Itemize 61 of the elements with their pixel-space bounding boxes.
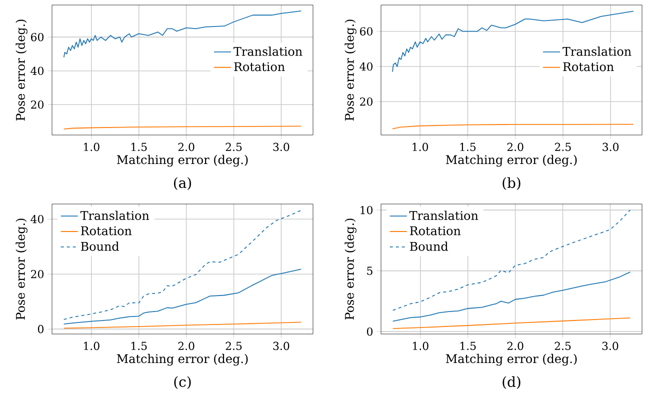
y-tick-label: 0 [366, 327, 372, 336]
x-tick-label: 2.5 [226, 342, 242, 350]
legend-label: Translation [234, 46, 302, 56]
x-tick-label: 3.0 [273, 342, 290, 350]
legend-label: Rotation [410, 226, 461, 236]
y-tick-label: 10 [360, 206, 372, 214]
y-tick-label: 0 [38, 324, 44, 334]
line-series [63, 210, 302, 320]
line-series [63, 268, 302, 325]
x-tick-label: 2.0 [507, 342, 524, 350]
x-tick-label: 1.0 [413, 342, 428, 350]
x-tick-label: 1.5 [460, 142, 476, 152]
y-tick-label: 40 [30, 214, 44, 224]
legend-label: Translation [409, 210, 478, 220]
x-tick-label: 1.0 [412, 142, 428, 152]
y-axis-title: Pose error (deg.) [344, 20, 356, 121]
y-tick-label: 20 [360, 97, 372, 106]
x-tick-label: 3.0 [273, 142, 290, 152]
y-tick-label: 20 [31, 270, 44, 278]
y-tick-label: 5 [367, 266, 372, 275]
y-axis-title: Pose error (deg.) [16, 218, 28, 320]
x-tick-label: 1.5 [460, 342, 476, 350]
legend-label: Bound [410, 242, 448, 251]
line-series [63, 10, 302, 58]
x-tick-label: 2.0 [178, 342, 194, 350]
x-axis-title: Matching error (deg.) [116, 354, 248, 366]
line-series [392, 272, 631, 322]
x-tick-label: 2.0 [178, 142, 194, 152]
x-tick-label: 1.5 [131, 142, 147, 152]
y-tick-label: 40 [360, 62, 372, 71]
x-tick-label: 2.5 [554, 142, 571, 152]
y-tick-label: 60 [360, 27, 372, 36]
legend-label: Rotation [563, 62, 614, 72]
x-tick-label: 3.0 [602, 342, 618, 350]
legend-label: Bound [80, 242, 119, 251]
y-axis-title: Pose error (deg.) [344, 218, 356, 320]
x-tick-label: 1.0 [84, 142, 100, 152]
x-tick-label: 1.5 [131, 342, 147, 350]
y-tick-label: 20 [31, 100, 44, 109]
legend-label: Rotation [234, 62, 285, 72]
x-axis-title: Matching error (deg.) [446, 154, 577, 167]
x-axis-title: Matching error (deg.) [116, 154, 248, 167]
x-tick-label: 2.5 [554, 342, 571, 350]
y-tick-label: 60 [31, 32, 44, 42]
x-tick-label: 3.0 [602, 142, 619, 152]
line-series [63, 322, 302, 329]
text: (d) [502, 376, 520, 390]
y-axis-title: Pose error (deg.) [16, 20, 28, 121]
y-tick-label: 40 [30, 66, 44, 75]
x-tick-label: 2.5 [226, 142, 242, 152]
x-tick-label: 1.0 [84, 342, 100, 350]
line-series [392, 210, 631, 311]
legend-label: Translation [80, 210, 150, 220]
legend-label: Translation [562, 46, 632, 56]
legend-label: Rotation [80, 226, 132, 236]
x-axis-title: Matching error (deg.) [446, 354, 577, 366]
text: (c) [174, 376, 191, 390]
text: (a) [174, 177, 191, 190]
x-tick-label: 2.0 [507, 142, 524, 152]
line-series [392, 318, 631, 329]
text: (b) [502, 177, 520, 190]
